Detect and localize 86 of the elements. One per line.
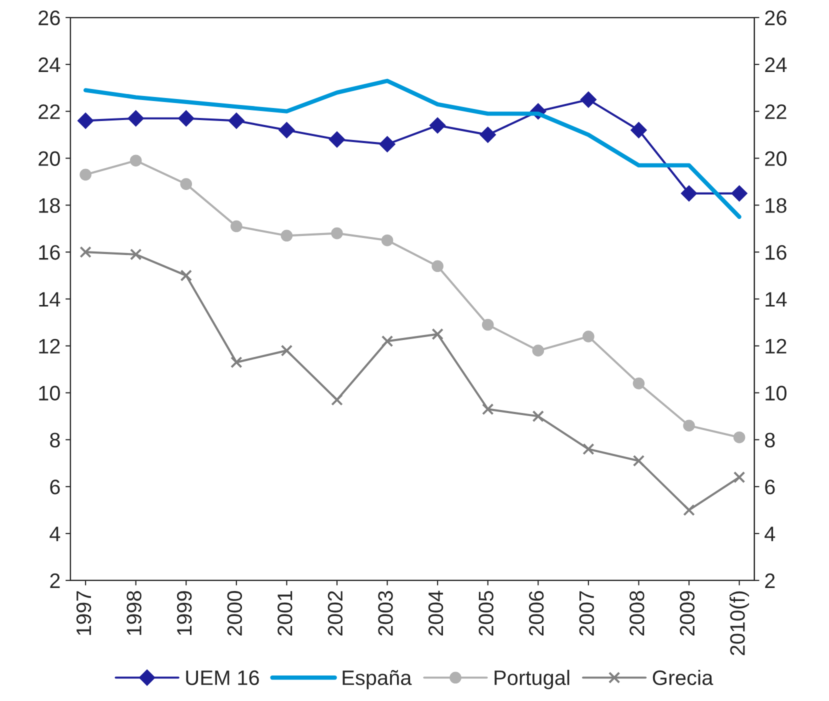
y-tick-label: 16 bbox=[39, 245, 60, 260]
y2-tick-label: 10 bbox=[766, 386, 786, 401]
point bbox=[632, 454, 645, 467]
point bbox=[432, 260, 444, 272]
point bbox=[381, 335, 394, 348]
point bbox=[580, 92, 596, 108]
legend-label: Grecia bbox=[652, 670, 714, 686]
y-tick-label: 22 bbox=[38, 104, 60, 119]
point bbox=[432, 328, 444, 340]
x-tick-label: 2002 bbox=[328, 591, 343, 636]
point bbox=[78, 112, 94, 129]
point bbox=[532, 344, 544, 356]
x-tick-label: 2008 bbox=[630, 591, 644, 636]
point bbox=[381, 234, 394, 246]
y2-tick-label: 4 bbox=[764, 526, 776, 542]
point bbox=[630, 122, 647, 138]
point bbox=[130, 154, 142, 166]
x-tick-label: 2009 bbox=[680, 591, 695, 636]
line-series bbox=[83, 78, 742, 219]
y-tick-label: 2 bbox=[50, 573, 60, 588]
point bbox=[632, 378, 645, 390]
y2-tick-label: 8 bbox=[765, 432, 775, 448]
point bbox=[230, 356, 242, 368]
x-tick-label: 2007 bbox=[579, 591, 594, 636]
point bbox=[180, 270, 192, 282]
point bbox=[80, 246, 92, 258]
y-tick-label: 18 bbox=[39, 198, 60, 213]
y-tick-label: 8 bbox=[50, 432, 60, 448]
point bbox=[731, 186, 748, 202]
x-tick-label: 2003 bbox=[378, 591, 393, 636]
y2-tick-label: 14 bbox=[766, 292, 787, 307]
x-tick-label: 1998 bbox=[126, 591, 142, 635]
point bbox=[80, 168, 92, 181]
y2-tick-label: 20 bbox=[765, 151, 786, 166]
x-tick-label: 2001 bbox=[278, 591, 292, 636]
point bbox=[482, 403, 494, 416]
point bbox=[480, 126, 496, 143]
x-tick-label: 2006 bbox=[528, 591, 544, 636]
point bbox=[180, 178, 192, 190]
point bbox=[733, 431, 746, 444]
y-tick-label: 6 bbox=[50, 480, 60, 494]
point bbox=[128, 110, 144, 126]
point bbox=[331, 227, 343, 240]
x-tick-label: 2005 bbox=[478, 591, 494, 636]
point bbox=[329, 132, 345, 148]
y-tick-label: 12 bbox=[39, 338, 60, 354]
legend-label: Portugal bbox=[494, 670, 570, 690]
point bbox=[230, 220, 242, 232]
y2-tick-label: 26 bbox=[765, 10, 786, 26]
x-tick-label: 2000 bbox=[227, 590, 242, 636]
legend-label: UEM 16 bbox=[186, 670, 259, 686]
y2-tick-label: 6 bbox=[765, 480, 775, 494]
point bbox=[280, 230, 293, 242]
y-tick-label: 4 bbox=[50, 526, 60, 542]
point bbox=[683, 420, 695, 432]
y2-tick-label: 16 bbox=[766, 245, 786, 260]
y2-tick-label: 22 bbox=[765, 104, 786, 119]
x-tick-label: 1999 bbox=[176, 591, 192, 635]
point bbox=[178, 110, 194, 126]
point bbox=[331, 394, 343, 406]
x-tick-label: 2004 bbox=[428, 590, 444, 636]
point bbox=[683, 504, 695, 516]
point bbox=[280, 344, 293, 356]
y-tick-label: 24 bbox=[38, 57, 60, 72]
y2-tick-label: 24 bbox=[765, 57, 787, 72]
y2-tick-label: 18 bbox=[766, 198, 786, 213]
y2-tick-label: 12 bbox=[766, 338, 786, 354]
point bbox=[379, 136, 396, 152]
point bbox=[430, 117, 446, 134]
y-tick-label: 20 bbox=[38, 151, 60, 166]
point bbox=[278, 122, 295, 138]
point bbox=[733, 471, 746, 484]
y-tick-label: 26 bbox=[38, 10, 60, 26]
x-tick-label: 2010(f) bbox=[730, 591, 750, 656]
point bbox=[482, 318, 494, 331]
y-tick-label: 10 bbox=[39, 386, 60, 401]
point bbox=[532, 410, 544, 422]
point bbox=[582, 443, 594, 455]
point bbox=[228, 112, 244, 129]
legend-label: España bbox=[342, 670, 412, 690]
x-tick-label: 1997 bbox=[76, 591, 92, 635]
point bbox=[681, 186, 697, 202]
y-tick-label: 14 bbox=[39, 292, 60, 307]
point bbox=[582, 330, 594, 342]
y2-tick-label: 2 bbox=[765, 573, 775, 588]
point bbox=[130, 248, 142, 260]
